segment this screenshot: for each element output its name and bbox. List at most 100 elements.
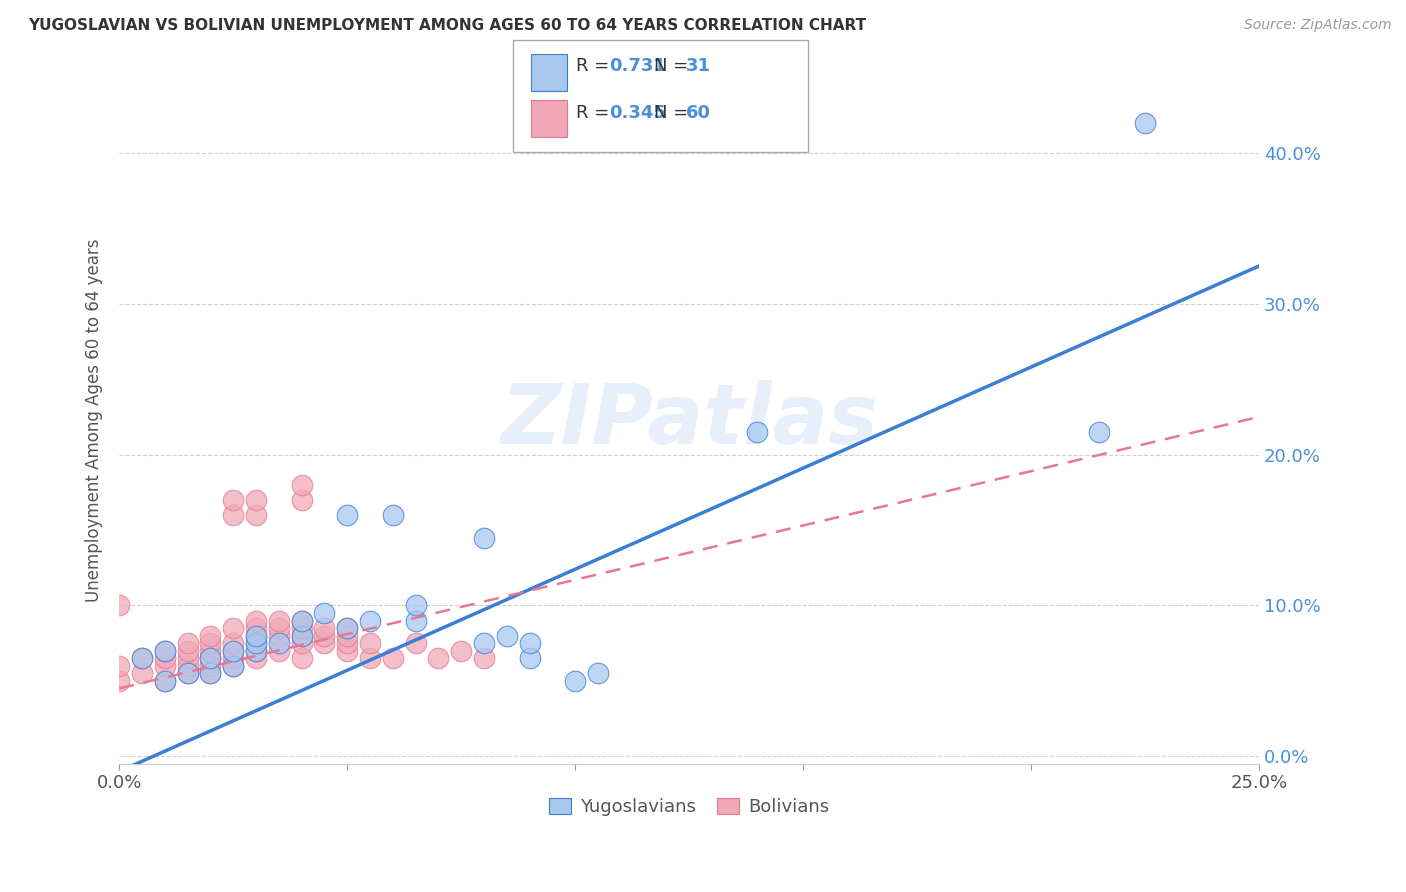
Point	[336, 621, 359, 635]
Point	[131, 651, 153, 665]
Point	[472, 531, 495, 545]
Point	[176, 666, 198, 681]
Point	[381, 651, 404, 665]
Point	[245, 621, 267, 635]
Y-axis label: Unemployment Among Ages 60 to 64 years: Unemployment Among Ages 60 to 64 years	[86, 239, 103, 602]
Point	[153, 643, 176, 657]
Point	[267, 643, 290, 657]
Text: N =: N =	[654, 104, 693, 122]
Point	[291, 621, 314, 635]
Point	[314, 636, 336, 650]
Point	[245, 651, 267, 665]
Point	[131, 666, 153, 681]
Point	[450, 643, 472, 657]
Point	[245, 614, 267, 628]
Point	[222, 636, 245, 650]
Point	[222, 508, 245, 522]
Point	[291, 614, 314, 628]
Point	[222, 651, 245, 665]
Point	[381, 508, 404, 522]
Point	[1088, 425, 1111, 439]
Point	[472, 651, 495, 665]
Point	[314, 606, 336, 620]
Point	[200, 666, 222, 681]
Point	[200, 651, 222, 665]
Text: N =: N =	[654, 57, 693, 75]
Point	[245, 508, 267, 522]
Text: Source: ZipAtlas.com: Source: ZipAtlas.com	[1244, 18, 1392, 32]
Point	[222, 643, 245, 657]
Point	[245, 629, 267, 643]
Point	[153, 673, 176, 688]
Point	[314, 621, 336, 635]
Point	[200, 666, 222, 681]
Point	[336, 636, 359, 650]
Point	[359, 651, 381, 665]
Point	[291, 629, 314, 643]
Text: R =: R =	[576, 57, 616, 75]
Point	[314, 629, 336, 643]
Point	[291, 629, 314, 643]
Point	[200, 651, 222, 665]
Point	[336, 643, 359, 657]
Point	[747, 425, 769, 439]
Text: 0.345: 0.345	[609, 104, 665, 122]
Point	[267, 614, 290, 628]
Point	[200, 636, 222, 650]
Point	[564, 673, 586, 688]
Text: R =: R =	[576, 104, 616, 122]
Point	[519, 636, 541, 650]
Point	[222, 658, 245, 673]
Point	[586, 666, 609, 681]
Point	[176, 651, 198, 665]
Point	[200, 643, 222, 657]
Point	[245, 636, 267, 650]
Point	[336, 621, 359, 635]
Point	[200, 658, 222, 673]
Point	[245, 492, 267, 507]
Point	[245, 629, 267, 643]
Point	[336, 508, 359, 522]
Text: ZIPatlas: ZIPatlas	[501, 380, 879, 461]
Point	[405, 636, 427, 650]
Point	[495, 629, 517, 643]
Point	[427, 651, 450, 665]
Point	[519, 651, 541, 665]
Point	[267, 629, 290, 643]
Point	[222, 643, 245, 657]
Point	[108, 599, 131, 613]
Point	[153, 658, 176, 673]
Point	[359, 614, 381, 628]
Point	[131, 651, 153, 665]
Point	[405, 599, 427, 613]
Text: 31: 31	[686, 57, 711, 75]
Point	[245, 643, 267, 657]
Point	[359, 636, 381, 650]
Point	[222, 658, 245, 673]
Point	[176, 666, 198, 681]
Point	[108, 673, 131, 688]
Point	[291, 614, 314, 628]
Point	[291, 636, 314, 650]
Point	[267, 636, 290, 650]
Point	[245, 643, 267, 657]
Point	[200, 629, 222, 643]
Text: 0.731: 0.731	[609, 57, 665, 75]
Point	[222, 492, 245, 507]
Point	[153, 643, 176, 657]
Point	[176, 643, 198, 657]
Point	[336, 629, 359, 643]
Point	[291, 651, 314, 665]
Point	[153, 673, 176, 688]
Text: 60: 60	[686, 104, 711, 122]
Point	[176, 658, 198, 673]
Point	[153, 651, 176, 665]
Point	[1133, 116, 1156, 130]
Point	[291, 492, 314, 507]
Point	[176, 636, 198, 650]
Point	[267, 621, 290, 635]
Point	[222, 621, 245, 635]
Text: YUGOSLAVIAN VS BOLIVIAN UNEMPLOYMENT AMONG AGES 60 TO 64 YEARS CORRELATION CHART: YUGOSLAVIAN VS BOLIVIAN UNEMPLOYMENT AMO…	[28, 18, 866, 33]
Point	[291, 477, 314, 491]
Point	[472, 636, 495, 650]
